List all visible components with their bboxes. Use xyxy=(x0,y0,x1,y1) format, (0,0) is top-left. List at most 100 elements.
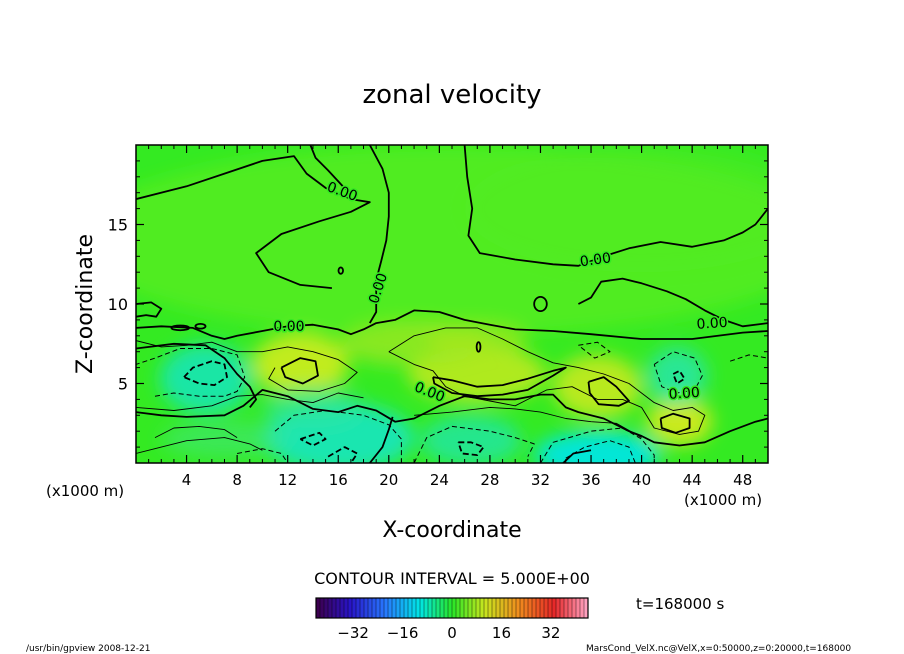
colorbar-cell xyxy=(344,598,349,618)
contour-line xyxy=(369,145,390,324)
colorbar-cell xyxy=(420,598,425,618)
plot-area xyxy=(136,145,768,463)
velocity-field xyxy=(136,145,768,463)
colorbar-cell xyxy=(324,598,329,618)
field-patch xyxy=(553,354,642,419)
contour-line xyxy=(540,427,655,463)
contour-line xyxy=(432,366,567,398)
contour-line xyxy=(154,425,238,439)
field-patch xyxy=(464,145,768,273)
contour-line xyxy=(136,301,163,318)
colorbar-tick-label: 16 xyxy=(492,624,511,642)
colorbar-cell xyxy=(568,598,573,618)
y-tick-label: 10 xyxy=(108,295,128,314)
colorbar-cell xyxy=(512,598,517,618)
colorbar-cell xyxy=(472,598,477,618)
x-tick-label: 20 xyxy=(379,471,398,489)
contour-line xyxy=(237,448,289,463)
x-tick-label: 24 xyxy=(430,471,449,489)
contour-ring xyxy=(337,266,344,275)
colorbar-cell xyxy=(436,598,441,618)
x-tick-label: 12 xyxy=(278,471,297,489)
contour-ring xyxy=(170,324,190,332)
colorbar-cell xyxy=(584,598,589,618)
footer-left: /usr/bin/gpview 2008-12-21 xyxy=(26,644,150,654)
colorbar-cell xyxy=(416,598,421,618)
colorbar-cell xyxy=(492,598,497,618)
contour-line xyxy=(463,145,768,267)
time-label: t=168000 s xyxy=(636,595,724,613)
colorbar-cell xyxy=(332,598,337,618)
colorbar-cell xyxy=(352,598,357,618)
contour-line xyxy=(457,441,485,456)
colorbar-tick-label: −16 xyxy=(387,624,419,642)
contour-line xyxy=(309,145,347,191)
colorbar-cell xyxy=(424,598,429,618)
contour-line xyxy=(327,446,359,463)
contour-labels: 0.000.000.000.000.000.000.00 xyxy=(272,178,730,407)
colorbar-cell xyxy=(536,598,541,618)
colorbar-cell xyxy=(528,598,533,618)
colorbar-cell xyxy=(360,598,365,618)
contour-line xyxy=(413,425,535,463)
colorbar-cell xyxy=(316,598,321,618)
colorbar-cell xyxy=(380,598,385,618)
contour-line xyxy=(578,341,611,359)
colorbar-cell xyxy=(560,598,565,618)
colorbar-cell xyxy=(520,598,525,618)
contour-ring xyxy=(475,341,482,353)
contour-line xyxy=(587,376,630,407)
colorbar-cell xyxy=(376,598,381,618)
contour-line xyxy=(369,416,394,463)
colorbar-cell xyxy=(544,598,549,618)
x-unit-left: (x1000 m) xyxy=(46,482,124,500)
footer-right: MarsCond_VelX.nc@VelX,x=0:50000,z=0:2000… xyxy=(586,644,851,654)
colorbar-cell xyxy=(412,598,417,618)
contour-label: 0.00 xyxy=(579,250,612,270)
colorbar-tick-label: 32 xyxy=(541,624,560,642)
colorbar-cell xyxy=(496,598,501,618)
contour-line xyxy=(136,348,246,397)
colorbar-cell xyxy=(488,598,493,618)
colorbar-cell xyxy=(336,598,341,618)
colorbar-cell xyxy=(384,598,389,618)
contour-line xyxy=(653,351,703,394)
contour-label: 0.00 xyxy=(273,319,304,335)
colorbar-cell xyxy=(400,598,405,618)
x-tick-label: 28 xyxy=(480,471,499,489)
contour-line xyxy=(565,440,636,463)
colorbar-cell xyxy=(456,598,461,618)
colorbar-cell xyxy=(348,598,353,618)
contour-label: 0.00 xyxy=(668,385,700,403)
colorbar-cell xyxy=(448,598,453,618)
x-axis: 4 8 12 16 20 24 28 32 36 40 44 48 xyxy=(148,145,756,489)
x-tick-label: 4 xyxy=(182,471,192,489)
colorbar-cell xyxy=(356,598,361,618)
x-unit-right: (x1000 m) xyxy=(684,491,762,509)
colorbar-cell xyxy=(364,598,369,618)
colorbar-cell xyxy=(444,598,449,618)
colorbar-cell xyxy=(432,598,437,618)
contour-line xyxy=(388,327,706,435)
colorbar-ticks: −32 −16 0 16 32 xyxy=(337,624,560,642)
colorbar-cell xyxy=(392,598,397,618)
contour-line xyxy=(136,437,263,454)
colorbar-cell xyxy=(476,598,481,618)
contour-line xyxy=(274,410,402,463)
colorbar-cell xyxy=(484,598,489,618)
chart-title: zonal velocity xyxy=(362,80,541,110)
contour-ring xyxy=(194,322,207,330)
contour-line xyxy=(136,309,768,340)
contour-line xyxy=(136,392,364,411)
colorbar-cell xyxy=(500,598,505,618)
contour-ring xyxy=(533,295,548,313)
colorbar-cell xyxy=(440,598,445,618)
colorbar-cell xyxy=(556,598,561,618)
contour-line xyxy=(577,277,768,328)
contour-line xyxy=(659,412,691,434)
colorbar-cell xyxy=(576,598,581,618)
colorbar-cell xyxy=(404,598,409,618)
colorbar-cell xyxy=(468,598,473,618)
colorbar-tick-label: 0 xyxy=(447,624,457,642)
